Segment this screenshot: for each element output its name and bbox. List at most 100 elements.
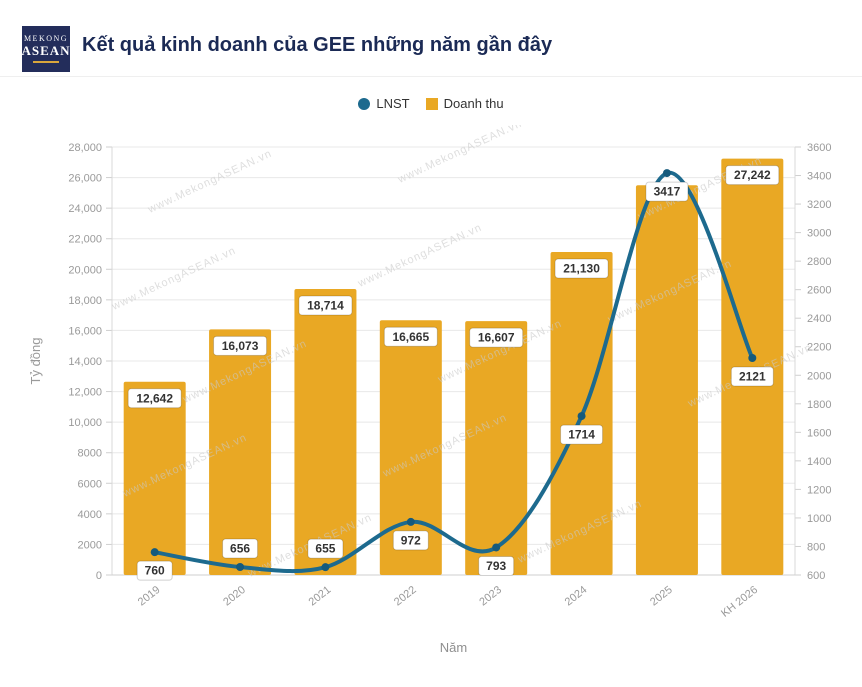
bar-2025[interactable] (635, 185, 698, 575)
svg-text:1714: 1714 (568, 428, 595, 442)
svg-text:16,607: 16,607 (478, 331, 515, 345)
svg-text:6000: 6000 (78, 478, 102, 490)
svg-text:760: 760 (145, 564, 165, 578)
svg-text:2200: 2200 (807, 342, 831, 354)
header: Mekong ASEAN Kết quả kinh doanh của GEE … (0, 0, 862, 77)
line-point-2021[interactable] (321, 563, 330, 572)
svg-text:1800: 1800 (807, 399, 831, 411)
data-label: 655 (307, 538, 344, 559)
svg-text:2023: 2023 (477, 584, 504, 609)
svg-text:18,000: 18,000 (68, 295, 102, 307)
data-label: 18,714 (298, 295, 353, 316)
data-label: 972 (392, 530, 429, 551)
legend-item-doanh-thu[interactable]: Doanh thu (425, 96, 504, 111)
right-axis-labels: 600 800 1000 1200 1400 1600 1800 2000 2200 2400 26… (795, 142, 831, 582)
logo-rule (33, 61, 59, 64)
svg-text:27,242: 27,242 (734, 168, 771, 182)
chart-title: Kết quả kinh doanh của GEE những năm gần… (82, 34, 553, 56)
doanh-thu-marker-icon (425, 97, 438, 110)
legend-label-doanh-thu: Doanh thu (443, 96, 504, 111)
svg-text:2024: 2024 (563, 584, 590, 609)
svg-text:800: 800 (807, 541, 825, 553)
bar-2021[interactable] (294, 288, 357, 575)
lnst-marker-icon (358, 97, 371, 110)
line-point-2023[interactable] (492, 543, 501, 552)
svg-text:12,000: 12,000 (68, 387, 102, 399)
bar-value-labels: 12,642 16,073 18,714 16,665 16,607 21,130 27,2… (127, 165, 780, 409)
svg-text:3600: 3600 (807, 142, 831, 154)
svg-text:2600: 2600 (807, 285, 831, 297)
svg-text:2800: 2800 (807, 256, 831, 268)
svg-text:20,000: 20,000 (68, 264, 102, 276)
data-label: 16,073 (213, 335, 268, 356)
left-axis-title: Tỷ đồng (28, 338, 43, 385)
svg-text:16,665: 16,665 (392, 330, 429, 344)
svg-text:1400: 1400 (807, 456, 831, 468)
svg-text:www.MekongASEAN.vn: www.MekongASEAN.vn (395, 125, 524, 186)
line-point-2022[interactable] (406, 517, 415, 526)
svg-text:18,714: 18,714 (307, 298, 344, 312)
svg-text:3000: 3000 (807, 228, 831, 240)
svg-text:793: 793 (486, 559, 506, 573)
line-point-2019[interactable] (150, 548, 159, 557)
svg-text:21,130: 21,130 (563, 262, 600, 276)
svg-text:16,000: 16,000 (68, 325, 102, 337)
svg-text:12,642: 12,642 (136, 391, 173, 405)
line-point-2024[interactable] (577, 412, 586, 421)
svg-text:www.MekongASEAN.vn: www.MekongASEAN.vn (109, 245, 238, 314)
svg-text:2020: 2020 (221, 584, 248, 609)
line-point-2025[interactable] (662, 169, 671, 178)
line-markers (150, 169, 757, 572)
line-point-2020[interactable] (236, 563, 245, 572)
svg-text:2021: 2021 (307, 584, 334, 609)
line-point-KH 2026[interactable] (748, 354, 757, 363)
svg-text:8000: 8000 (78, 448, 102, 460)
svg-text:2000: 2000 (807, 370, 831, 382)
svg-text:1000: 1000 (807, 513, 831, 525)
x-axis-title: Năm (440, 640, 467, 655)
svg-text:26,000: 26,000 (68, 173, 102, 185)
bar-2020[interactable] (209, 329, 272, 575)
bar-2022[interactable] (379, 320, 442, 575)
svg-text:16,073: 16,073 (222, 339, 259, 353)
svg-text:24,000: 24,000 (68, 203, 102, 215)
logo-line2: ASEAN (21, 42, 71, 58)
bar-2019[interactable] (123, 381, 186, 575)
svg-text:600: 600 (807, 570, 825, 582)
svg-text:www.MekongASEAN.vn: www.MekongASEAN.vn (145, 148, 274, 217)
data-label: 3417 (645, 181, 689, 202)
data-label: 656 (222, 538, 259, 559)
x-axis-labels: 2019 2020 2021 2022 2023 2024 2025 KH 2026 (136, 584, 760, 620)
svg-text:3400: 3400 (807, 171, 831, 183)
svg-text:1600: 1600 (807, 427, 831, 439)
svg-text:2000: 2000 (78, 539, 102, 551)
svg-text:10,000: 10,000 (68, 417, 102, 429)
svg-text:2019: 2019 (136, 584, 163, 609)
svg-text:972: 972 (401, 533, 421, 547)
data-label: 793 (478, 555, 515, 576)
data-label: 27,242 (725, 165, 780, 186)
svg-text:2025: 2025 (648, 584, 675, 609)
mekong-asean-logo: Mekong ASEAN (21, 26, 71, 72)
svg-text:KH 2026: KH 2026 (719, 584, 760, 620)
data-label: 21,130 (554, 258, 609, 279)
chart-plot-area: 0 2000 4000 6000 8000 10,000 12,000 14,000 16,00… (28, 125, 831, 655)
line-value-labels: 760 656 655 972 793 1714 3417 2121 (136, 181, 774, 581)
svg-text:3200: 3200 (807, 199, 831, 211)
svg-text:4000: 4000 (78, 509, 102, 521)
bar-2023[interactable] (465, 321, 528, 575)
legend-label-lnst: LNST (376, 96, 410, 111)
svg-text:655: 655 (315, 542, 335, 556)
bar-KH 2026[interactable] (721, 158, 784, 575)
svg-text:0: 0 (96, 570, 102, 582)
svg-text:2400: 2400 (807, 313, 831, 325)
svg-text:14,000: 14,000 (68, 356, 102, 368)
svg-text:www.MekongASEAN.vn: www.MekongASEAN.vn (355, 222, 484, 291)
svg-text:656: 656 (230, 542, 250, 556)
svg-text:2022: 2022 (392, 584, 419, 609)
svg-text:28,000: 28,000 (68, 142, 102, 154)
svg-text:1200: 1200 (807, 484, 831, 496)
legend-item-lnst[interactable]: LNST (358, 96, 410, 111)
data-label: 16,607 (469, 327, 524, 348)
